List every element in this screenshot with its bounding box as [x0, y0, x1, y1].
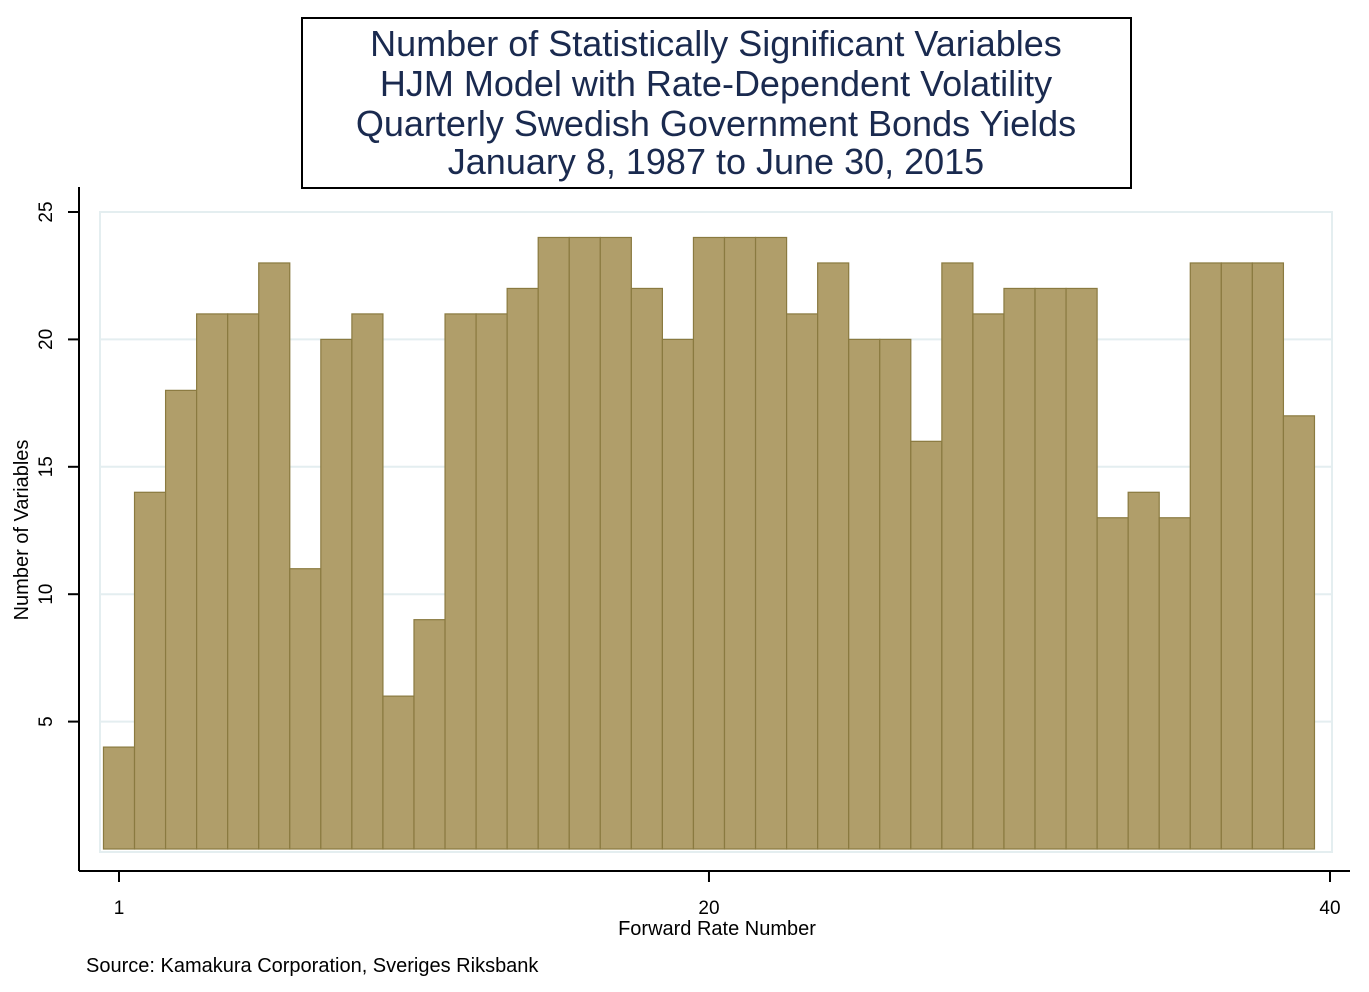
y-tick-label-25: 25 [36, 201, 57, 222]
bars [102, 236, 1316, 850]
bar-28 [941, 262, 974, 850]
x-axis-label: Forward Rate Number [618, 918, 816, 940]
bar-35 [1158, 517, 1191, 850]
chart-title-line-2: HJM Model with Rate-Dependent Volatility [380, 63, 1052, 104]
bar-17 [599, 236, 632, 850]
bar-11 [413, 619, 446, 850]
y-ticks: 5 10 15 20 25 [36, 201, 79, 727]
chart-title-line-3: Quarterly Swedish Government Bonds Yield… [356, 103, 1076, 144]
bar-22 [754, 236, 788, 850]
chart-title-line-1: Number of Statistically Significant Vari… [370, 23, 1062, 64]
bar-21 [723, 236, 757, 850]
bar-13 [475, 313, 508, 850]
bar-27 [910, 440, 943, 850]
x-tick-label-1: 1 [114, 898, 125, 919]
bar-14 [506, 287, 539, 850]
bar-6 [258, 262, 291, 850]
y-tick-label-10: 10 [36, 584, 57, 605]
bar-5 [227, 313, 260, 850]
bar-19 [661, 338, 695, 850]
bar-29 [972, 313, 1005, 850]
bar-8 [320, 338, 353, 850]
source-note: Source: Kamakura Corporation, Sveriges R… [86, 955, 539, 977]
chart-title-line-4: January 8, 1987 to June 30, 2015 [448, 141, 984, 182]
bar-25 [848, 338, 881, 850]
bar-36 [1189, 262, 1222, 850]
bar-10 [382, 695, 415, 850]
bar-30 [1003, 287, 1036, 850]
bar-31 [1034, 287, 1067, 850]
bar-38 [1251, 262, 1285, 850]
bar-3 [164, 389, 198, 850]
x-tick-label-20: 20 [698, 898, 719, 919]
bar-37 [1220, 262, 1253, 850]
bar-18 [630, 287, 663, 850]
bar-1 [102, 746, 136, 850]
bar-24 [817, 262, 850, 850]
bar-33 [1096, 517, 1129, 850]
x-ticks: 1 20 40 [114, 871, 1341, 919]
y-tick-label-5: 5 [36, 716, 57, 727]
bar-16 [568, 236, 601, 850]
y-tick-label-20: 20 [36, 329, 57, 350]
y-axis-label: Number of Variables [11, 440, 33, 621]
bar-23 [786, 313, 819, 850]
bar-9 [351, 313, 384, 850]
bar-39 [1282, 415, 1316, 850]
bar-32 [1065, 287, 1098, 850]
bar-7 [289, 568, 322, 850]
bar-12 [444, 313, 477, 850]
bar-4 [196, 313, 229, 850]
bar-2 [133, 491, 167, 850]
x-tick-label-40: 40 [1319, 898, 1340, 919]
bar-20 [692, 236, 726, 850]
title-box [301, 17, 1132, 189]
y-tick-label-15: 15 [36, 456, 57, 477]
bar-34 [1127, 491, 1160, 850]
bar-15 [537, 236, 570, 850]
bar-26 [879, 338, 912, 850]
